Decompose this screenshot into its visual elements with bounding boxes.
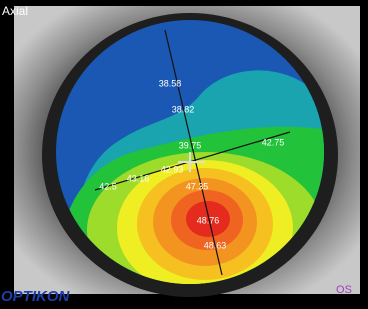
map-type-title: Axial: [2, 4, 28, 18]
curvature-label: 42.5: [99, 181, 117, 191]
curvature-label: 39.75: [179, 140, 202, 150]
curvature-label: 42.75: [262, 137, 285, 147]
curvature-label: 38.82: [172, 104, 195, 114]
topography-view: Axial OPTIKON OS 38.58 38.82 39.75 42.75 42.…: [0, 0, 368, 304]
curvature-label: 38.58: [159, 78, 182, 88]
eye-side: OS: [336, 284, 352, 296]
logo: OPTIKON: [1, 288, 71, 304]
curvature-label: 48.76: [197, 215, 220, 225]
curvature-label: 48.63: [204, 240, 227, 250]
curvature-label: 42.93: [161, 164, 184, 174]
curvature-label: 43.16: [127, 173, 150, 183]
curvature-label: 47.35: [186, 181, 209, 191]
